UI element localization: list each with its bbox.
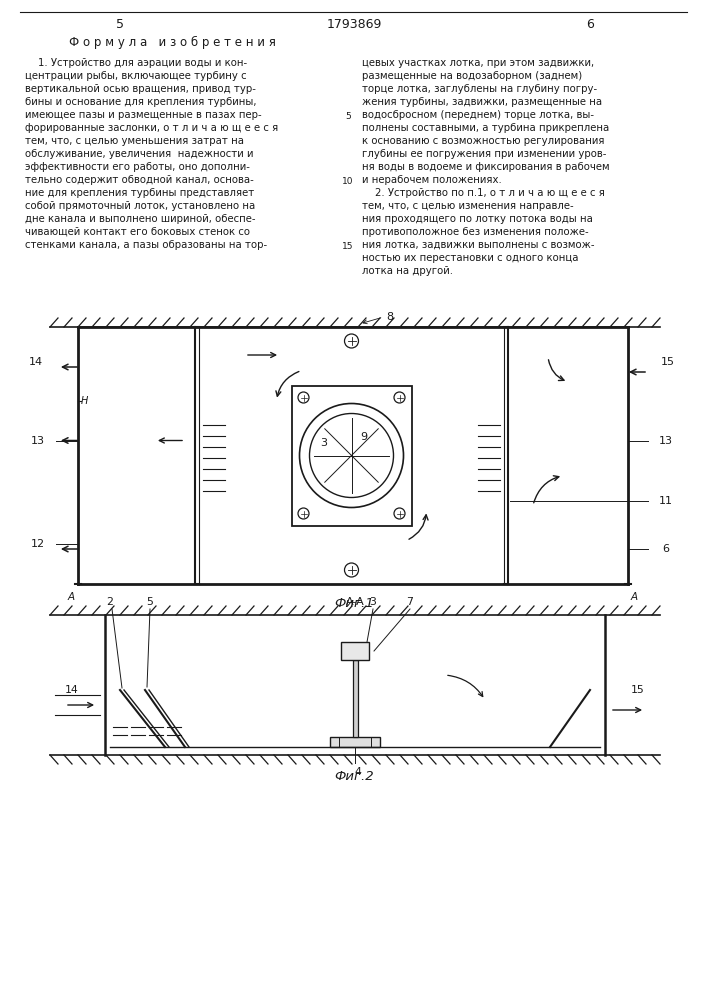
Text: вертикальной осью вращения, привод тур-: вертикальной осью вращения, привод тур-	[25, 84, 256, 94]
Text: 3: 3	[320, 438, 327, 448]
Text: тем, что, с целью изменения направле-: тем, что, с целью изменения направле-	[362, 201, 573, 211]
Text: 15: 15	[631, 685, 645, 695]
Text: имеющее пазы и размещенные в пазах пер-: имеющее пазы и размещенные в пазах пер-	[25, 110, 262, 120]
Text: лотка на другой.: лотка на другой.	[362, 266, 453, 276]
Text: 5: 5	[146, 597, 153, 607]
Bar	[330, 737, 380, 747]
Text: 15: 15	[342, 242, 354, 251]
Text: Фиг.1: Фиг.1	[334, 597, 374, 610]
Text: и нерабочем положениях.: и нерабочем положениях.	[362, 175, 502, 185]
Text: 13: 13	[31, 436, 45, 446]
Text: 5: 5	[345, 112, 351, 121]
Text: ностью их перестановки с одного конца: ностью их перестановки с одного конца	[362, 253, 578, 263]
Text: водосбросном (переднем) торце лотка, вы-: водосбросном (переднем) торце лотка, вы-	[362, 110, 594, 120]
Text: тельно содержит обводной канал, основа-: тельно содержит обводной канал, основа-	[25, 175, 254, 185]
Text: ния лотка, задвижки выполнены с возмож-: ния лотка, задвижки выполнены с возмож-	[362, 240, 595, 250]
Circle shape	[298, 392, 309, 403]
Text: ние для крепления турбины представляет: ние для крепления турбины представляет	[25, 188, 255, 198]
Text: чивающей контакт его боковых стенок со: чивающей контакт его боковых стенок со	[25, 227, 250, 237]
Text: центрации рыбы, включающее турбину с: центрации рыбы, включающее турбину с	[25, 71, 247, 81]
Text: собой прямоточный лоток, установлено на: собой прямоточный лоток, установлено на	[25, 201, 255, 211]
Text: 14: 14	[29, 357, 43, 367]
Text: 2. Устройство по п.1, о т л и ч а ю щ е е с я: 2. Устройство по п.1, о т л и ч а ю щ е …	[362, 188, 605, 198]
Text: 6: 6	[662, 544, 670, 554]
Circle shape	[394, 508, 405, 519]
Text: 10: 10	[342, 177, 354, 186]
Text: дне канала и выполнено шириной, обеспе-: дне канала и выполнено шириной, обеспе-	[25, 214, 255, 224]
Bar	[291, 385, 411, 526]
Text: 8: 8	[387, 312, 394, 322]
Text: эффективности его работы, оно дополни-: эффективности его работы, оно дополни-	[25, 162, 250, 172]
Text: 6: 6	[586, 17, 594, 30]
Text: A: A	[631, 592, 638, 602]
Text: Фиг.2: Фиг.2	[334, 770, 374, 783]
Bar	[353, 660, 358, 737]
Text: торце лотка, заглублены на глубину погру-: торце лотка, заглублены на глубину погру…	[362, 84, 597, 94]
Text: 4: 4	[355, 767, 361, 777]
Text: A: A	[68, 592, 75, 602]
Circle shape	[394, 392, 405, 403]
Text: A-A: A-A	[346, 597, 364, 607]
Text: форированные заслонки, о т л и ч а ю щ е е с я: форированные заслонки, о т л и ч а ю щ е…	[25, 123, 279, 133]
Circle shape	[344, 563, 358, 577]
Text: 12: 12	[31, 539, 45, 549]
Text: 14: 14	[65, 685, 79, 695]
Text: 15: 15	[661, 357, 675, 367]
Text: к основанию с возможностью регулирования: к основанию с возможностью регулирования	[362, 136, 604, 146]
Text: глубины ее погружения при изменении уров-: глубины ее погружения при изменении уров…	[362, 149, 607, 159]
Text: бины и основание для крепления турбины,: бины и основание для крепления турбины,	[25, 97, 257, 107]
Text: 2: 2	[107, 597, 113, 607]
Circle shape	[344, 334, 358, 348]
Text: 9: 9	[360, 432, 367, 442]
Text: ня воды в водоеме и фиксирования в рабочем: ня воды в водоеме и фиксирования в рабоч…	[362, 162, 609, 172]
Text: 5: 5	[116, 17, 124, 30]
Text: 3: 3	[370, 597, 376, 607]
Text: тем, что, с целью уменьшения затрат на: тем, что, с целью уменьшения затрат на	[25, 136, 244, 146]
Text: H: H	[81, 395, 88, 406]
Text: ния проходящего по лотку потока воды на: ния проходящего по лотку потока воды на	[362, 214, 593, 224]
Text: 11: 11	[659, 495, 673, 506]
Text: 7: 7	[407, 597, 414, 607]
Text: Ф о р м у л а   и з о б р е т е н и я: Ф о р м у л а и з о б р е т е н и я	[69, 35, 276, 49]
Text: 13: 13	[659, 436, 673, 446]
Text: цевых участках лотка, при этом задвижки,: цевых участках лотка, при этом задвижки,	[362, 58, 594, 68]
Text: жения турбины, задвижки, размещенные на: жения турбины, задвижки, размещенные на	[362, 97, 602, 107]
Text: противоположное без изменения положе-: противоположное без изменения положе-	[362, 227, 589, 237]
Circle shape	[298, 508, 309, 519]
Text: 1. Устройство для аэрации воды и кон-: 1. Устройство для аэрации воды и кон-	[25, 58, 247, 68]
Text: обслуживание, увеличения  надежности и: обслуживание, увеличения надежности и	[25, 149, 254, 159]
Text: размещенные на водозаборном (заднем): размещенные на водозаборном (заднем)	[362, 71, 583, 81]
Text: стенками канала, а пазы образованы на тор-: стенками канала, а пазы образованы на то…	[25, 240, 267, 250]
Text: полнены составными, а турбина прикреплена: полнены составными, а турбина прикреплен…	[362, 123, 609, 133]
Text: 1793869: 1793869	[327, 17, 382, 30]
Bar	[341, 642, 369, 660]
